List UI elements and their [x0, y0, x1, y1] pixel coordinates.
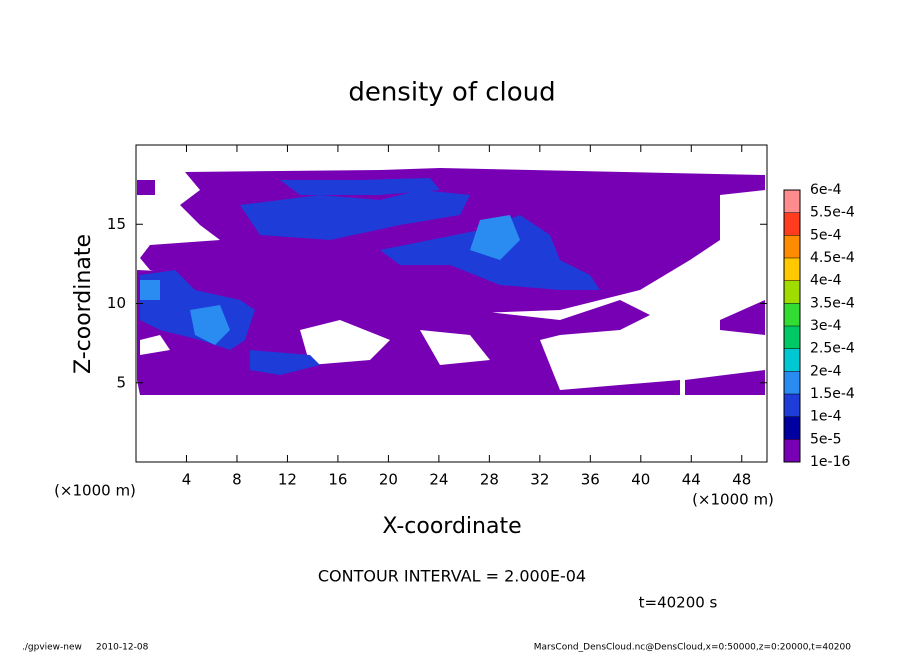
x-tick-label: 40 [631, 471, 650, 489]
colorbar-label: 4e-4 [810, 273, 842, 289]
x-axis-label: X-coordinate [382, 514, 521, 539]
colorbar-label: 2.5e-4 [810, 341, 855, 357]
time-label: t=40200 s [639, 594, 718, 612]
colorbar-label: 5e-5 [810, 431, 841, 447]
cloud-region [720, 300, 765, 335]
cloud-core [280, 178, 440, 195]
x-tick-label: 8 [232, 471, 242, 489]
colorbar-band [784, 235, 800, 258]
x-tick-label: 36 [581, 471, 600, 489]
x-tick-label: 28 [480, 471, 499, 489]
colorbar-frame [783, 189, 801, 463]
cloud-peak [140, 280, 160, 300]
colorbar-label: 5.5e-4 [810, 205, 855, 221]
cloud-core [250, 350, 320, 375]
colorbar-band [784, 212, 800, 236]
colorbar-band [784, 190, 800, 213]
y-unit: (×1000 m) [54, 482, 136, 500]
colorbar-label: 4.5e-4 [810, 250, 855, 266]
colorbar-label: 1.5e-4 [810, 386, 855, 402]
clear-region [140, 335, 170, 355]
footer-program: ./gpview-new [22, 643, 82, 653]
y-tick-label: 5 [116, 373, 126, 391]
x-tick-label: 44 [682, 471, 701, 489]
colorbar-label: 1e-4 [810, 409, 842, 425]
colorbar-band [784, 439, 800, 462]
colorbar-label: 2e-4 [810, 363, 842, 379]
colorbar-band [784, 371, 800, 394]
colorbar-label: 5e-4 [810, 227, 842, 243]
x-tick-label: 20 [379, 471, 398, 489]
cloud-region [137, 180, 155, 195]
cloud-core [240, 190, 470, 240]
contour-field [137, 168, 765, 395]
colorbar-label: 3e-4 [810, 318, 842, 334]
cloud-peak [470, 215, 520, 260]
colorbar-band [784, 303, 800, 326]
x-tick-label: 24 [429, 471, 448, 489]
x-tick-label: 4 [182, 471, 192, 489]
colorbar-band [784, 394, 800, 417]
cloud-region [685, 370, 765, 395]
colorbar-band [784, 280, 800, 304]
colorbar-band [784, 348, 800, 372]
clear-region [300, 320, 390, 365]
cloud-peak [190, 305, 230, 345]
colorbar-band [784, 258, 800, 281]
colorbar-label: 6e-4 [810, 182, 842, 198]
colorbar-band [784, 326, 800, 349]
contour-interval: CONTOUR INTERVAL = 2.000E-04 [318, 567, 586, 586]
clear-region [420, 330, 490, 365]
colorbar-label: 3.5e-4 [810, 295, 855, 311]
footer-date: 2010-12-08 [96, 643, 149, 653]
x-tick-label: 16 [328, 471, 347, 489]
colorbar-label: 1e-16 [810, 454, 850, 470]
footer-source: MarsCond_DensCloud.nc@DensCloud,x=0:5000… [534, 643, 851, 653]
chart-title: density of cloud [348, 78, 555, 108]
y-tick-label: 15 [107, 215, 126, 233]
y-tick-label: 10 [107, 294, 126, 312]
y-axis-label: Z-coordinate [71, 234, 96, 374]
x-unit: (×1000 m) [692, 491, 774, 509]
x-tick-label: 32 [530, 471, 549, 489]
colorbar-band [784, 416, 800, 440]
x-tick-label: 12 [278, 471, 297, 489]
x-tick-label: 48 [732, 471, 751, 489]
